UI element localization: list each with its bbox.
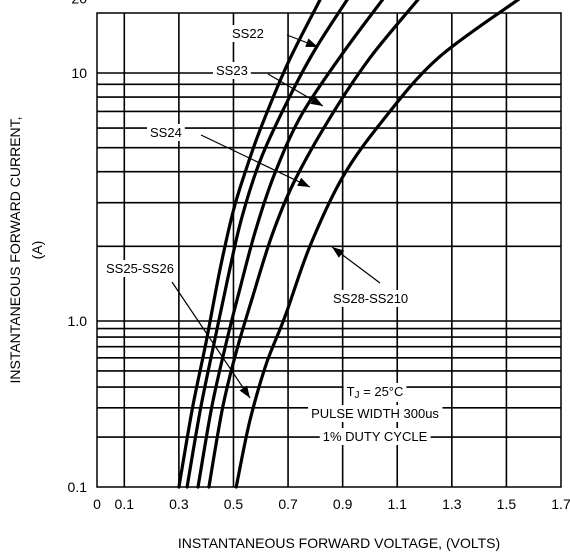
x-axis-label: INSTANTANEOUS FORWARD VOLTAGE, (VOLTS) <box>178 535 500 551</box>
label-tj-sub: J <box>355 390 360 401</box>
y-tick-label: 0.1 <box>68 479 88 495</box>
x-tick-label: 1.7 <box>551 496 570 512</box>
x-tick-label: 0.9 <box>333 496 353 512</box>
arrowhead <box>297 177 310 187</box>
curves <box>177 0 521 489</box>
label-bg-tj <box>343 383 407 402</box>
plot-frame <box>96 12 562 488</box>
label-ss24: SS24 <box>150 125 182 140</box>
curve-ss23 <box>185 0 349 489</box>
annotations: SS22 SS23 SS24 SS25-SS26 SS28-SS210 TJ =… <box>103 25 443 445</box>
label-bg-ss23 <box>213 62 251 79</box>
y-axis-label-line1: INSTANTANEOUS FORWARD CURRENT, <box>7 116 23 383</box>
arrows <box>171 34 381 399</box>
label-ss23: SS23 <box>216 63 248 78</box>
label-bg-ss24 <box>147 124 185 141</box>
leader-line <box>171 281 251 399</box>
x-tick-label: 1.1 <box>388 496 408 512</box>
arrowhead <box>332 247 345 258</box>
label-ss25-ss26: SS25-SS26 <box>106 261 174 276</box>
label-bg-ss28 <box>330 290 412 307</box>
tick-labels: 0 0.1 0.3 0.5 0.7 0.9 1.1 1.3 1.5 1.7 0.1 1.0 10 20 <box>68 0 570 512</box>
x-tick-label: 1.5 <box>497 496 517 512</box>
y-tick-label: 10 <box>71 65 87 81</box>
label-bg-pulse <box>308 405 443 422</box>
curve-ss25-ss26 <box>207 0 420 489</box>
label-tj-main: T <box>347 384 355 399</box>
curve-ss28-ss210 <box>234 0 521 489</box>
x-tick-label: 0.5 <box>224 496 244 512</box>
curve-ss24 <box>196 0 385 489</box>
leader-line <box>200 134 311 188</box>
x-tick-label: 0.3 <box>169 496 189 512</box>
x-tick-label: 1.3 <box>442 496 462 512</box>
label-bg-ss22 <box>229 25 267 42</box>
arrowhead <box>310 96 323 106</box>
label-tj-rest: = 25°C <box>360 384 404 399</box>
label-bg-duty <box>319 428 431 445</box>
x-tick-label: 0.7 <box>278 496 298 512</box>
label-temperature: TJ = 25°C <box>347 384 404 401</box>
y-tick-label: 20 <box>71 0 87 6</box>
arrowhead <box>239 385 250 398</box>
label-ss28-ss210: SS28-SS210 <box>333 291 408 306</box>
label-duty-cycle: 1% DUTY CYCLE <box>323 429 428 444</box>
arrowhead <box>305 38 318 47</box>
y-axis-label-line2: (A) <box>29 241 45 260</box>
label-pulse-width: PULSE WIDTH 300us <box>311 406 439 421</box>
curve-ss22 <box>177 0 322 489</box>
x-tick-label: 0.1 <box>115 496 135 512</box>
label-ss22: SS22 <box>232 26 264 41</box>
grid <box>97 13 561 487</box>
y-axis-label-group: INSTANTANEOUS FORWARD CURRENT, (A) <box>7 116 45 383</box>
y-tick-label: 1.0 <box>68 313 88 329</box>
label-bg-ss25 <box>103 260 177 277</box>
x-tick-label: 0 <box>93 496 101 512</box>
